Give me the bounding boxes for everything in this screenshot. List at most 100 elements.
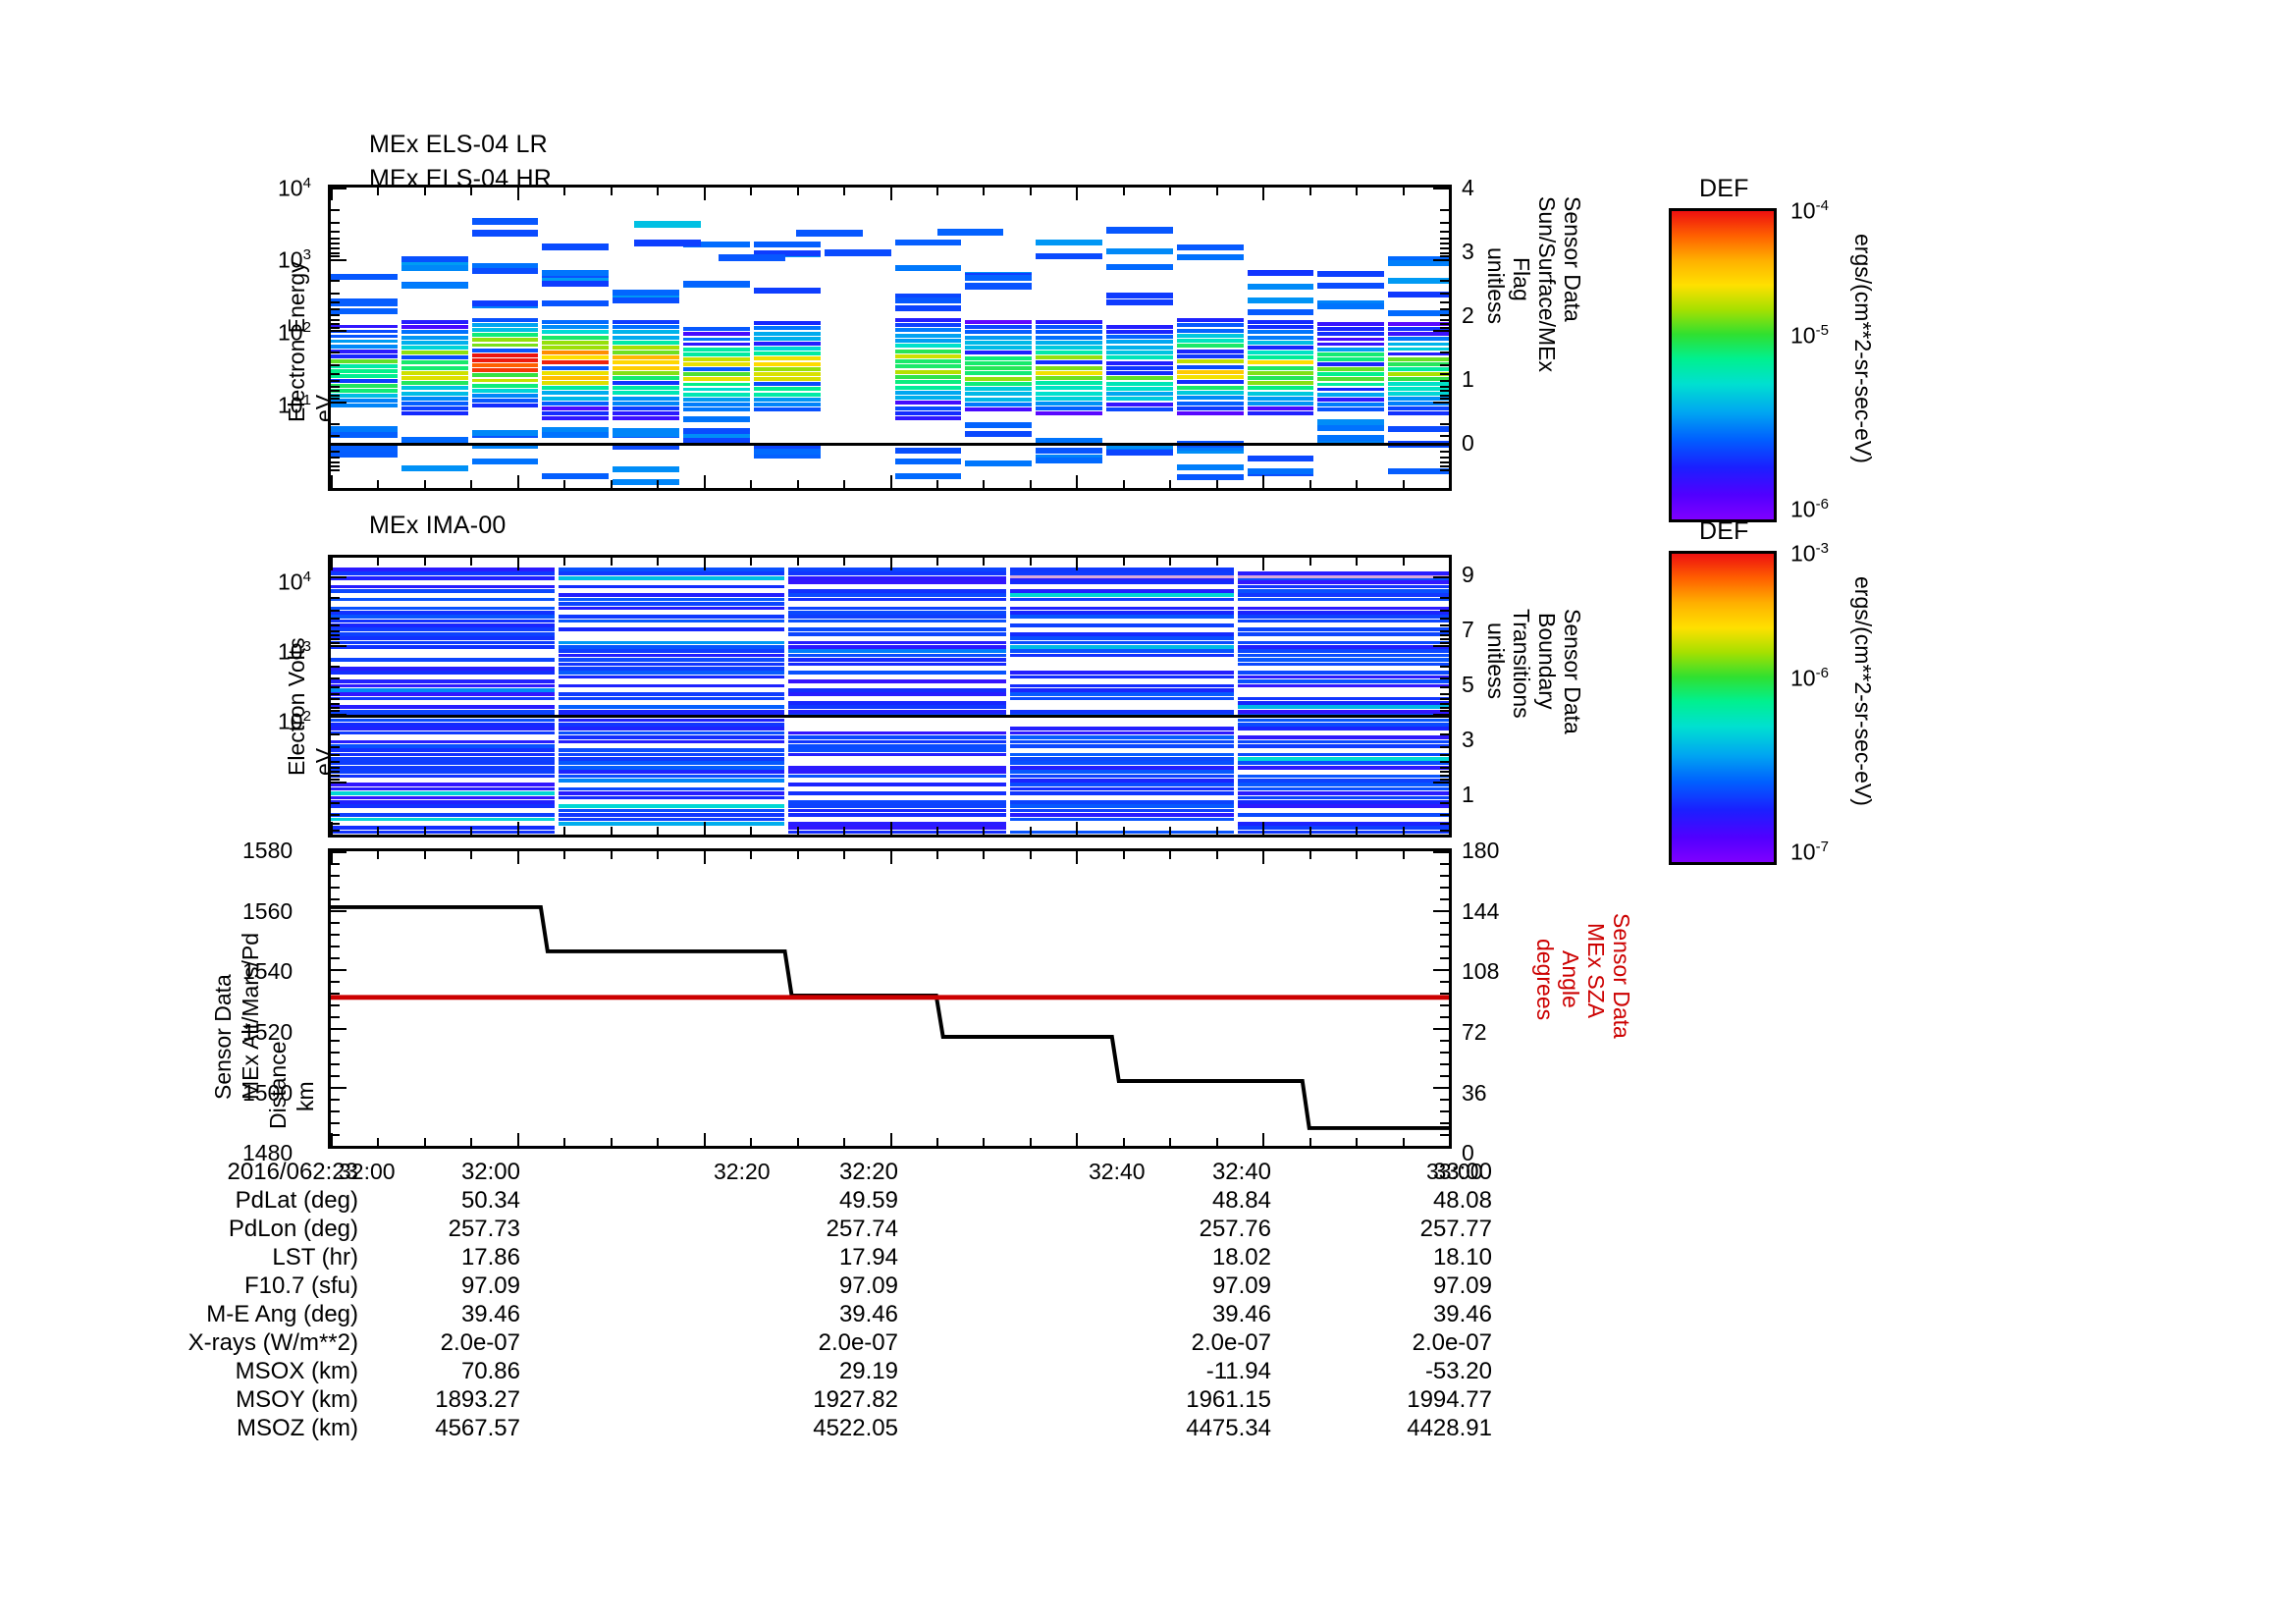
ima-energy-band	[788, 765, 1006, 770]
y-tick	[331, 188, 347, 189]
els-energy-band	[965, 392, 1033, 397]
x-tick	[1449, 822, 1451, 835]
x-tick	[657, 480, 659, 488]
els-energy-band	[965, 371, 1033, 376]
els-energy-band	[1247, 381, 1314, 386]
els-energy-band	[400, 345, 468, 350]
y-tick	[331, 645, 347, 647]
y-tick	[1440, 319, 1449, 321]
x-tick	[563, 558, 565, 566]
els-energy-band	[1247, 411, 1314, 416]
panel3-ytick-3: 1520	[242, 1019, 294, 1045]
colorbar2-units-text: ergs/(cm**2-sr-sec-eV)	[1850, 576, 1876, 806]
x-tick	[611, 851, 613, 859]
x-tick	[1309, 1138, 1311, 1146]
els-energy-band	[965, 340, 1033, 345]
x-tick	[1449, 558, 1451, 570]
ima-energy-band	[331, 687, 555, 692]
table-cell: 97.09	[1432, 1272, 1492, 1299]
y-tick	[1440, 830, 1449, 832]
ima-energy-band	[1238, 757, 1449, 761]
ima-energy-band	[1010, 683, 1234, 688]
els-high-energy-bar	[471, 218, 539, 226]
ima-energy-band	[1238, 696, 1449, 701]
x-tick	[470, 851, 472, 859]
els-energy-band	[1105, 406, 1173, 411]
els-high-energy-bar	[1105, 226, 1173, 234]
els-energy-band	[965, 376, 1033, 381]
y-tick	[1440, 423, 1449, 425]
els-energy-band	[331, 324, 398, 329]
x-tick	[1030, 558, 1032, 566]
y-tick	[1440, 209, 1449, 211]
els-energy-band	[753, 361, 821, 366]
x-tick	[377, 827, 379, 835]
x-tick	[424, 480, 426, 488]
ima-energy-band	[331, 817, 555, 822]
els-energy-band	[894, 297, 962, 303]
y-tick	[1440, 301, 1449, 303]
ima-energy-band	[1010, 615, 1234, 620]
ima-energy-band	[1010, 687, 1234, 692]
ima-energy-band	[1010, 610, 1234, 615]
panel3-rtick-4: 36	[1462, 1080, 1487, 1106]
flag-reference-line	[331, 443, 1449, 446]
ima-energy-band	[788, 619, 1006, 623]
ima-energy-band	[1010, 830, 1234, 835]
els-energy-band	[400, 396, 468, 401]
ima-energy-band	[788, 640, 1006, 645]
x-tick	[1216, 558, 1218, 566]
y-tick	[331, 969, 347, 971]
els-energy-band	[331, 379, 398, 383]
y-tick	[1440, 767, 1449, 769]
table-cell: 97.09	[460, 1272, 520, 1299]
x-tick	[1403, 558, 1405, 566]
els-energy-band	[331, 273, 398, 280]
els-energy-band	[1247, 386, 1314, 391]
ima-energy-band	[1010, 813, 1234, 817]
ima-energy-band	[331, 722, 555, 727]
els-energy-band	[1388, 406, 1449, 411]
y-tick	[1440, 1052, 1449, 1054]
x-tick	[983, 188, 985, 195]
ima-energy-band	[331, 597, 555, 602]
y-tick	[331, 209, 340, 211]
panel1-right-axis-line2: Sun/Surface/MEx	[1534, 196, 1560, 372]
colorbar2-top-label: 10-3	[1790, 540, 1829, 567]
table-cell: 39.46	[838, 1301, 898, 1327]
panel1-plot-area[interactable]	[328, 185, 1452, 491]
els-energy-band	[471, 388, 539, 393]
panel3-rtick-3: 72	[1462, 1019, 1487, 1045]
y-tick	[1433, 188, 1449, 189]
x-tick	[1262, 822, 1264, 835]
els-energy-band	[1176, 317, 1244, 322]
els-energy-band	[894, 385, 962, 390]
x-tick	[1030, 1138, 1032, 1146]
ima-energy-band	[1010, 779, 1234, 783]
ima-energy-band	[788, 743, 1006, 748]
els-energy-band	[400, 401, 468, 406]
ima-energy-band	[1238, 786, 1449, 791]
els-energy-band	[400, 376, 468, 380]
els-energy-band	[1036, 253, 1102, 260]
els-energy-band	[894, 344, 962, 349]
els-energy-band	[331, 394, 398, 398]
y-tick	[331, 775, 340, 777]
ima-energy-band	[559, 779, 784, 783]
panel2-plot-area[interactable]	[328, 555, 1452, 838]
x-tick	[750, 851, 752, 859]
ima-energy-band	[788, 709, 1006, 714]
els-energy-band	[471, 338, 539, 343]
ima-energy-band	[331, 671, 555, 676]
panel3-plot-area[interactable]	[328, 848, 1452, 1149]
els-energy-band	[331, 358, 398, 363]
ima-energy-band	[1010, 692, 1234, 696]
els-energy-band	[1036, 401, 1102, 406]
y-tick	[331, 402, 347, 404]
els-energy-band	[1388, 366, 1449, 371]
x-tick	[563, 1138, 565, 1146]
ima-energy-band	[331, 631, 555, 636]
els-energy-band	[1247, 360, 1314, 365]
els-energy-band	[542, 335, 610, 340]
x-tick	[611, 827, 613, 835]
